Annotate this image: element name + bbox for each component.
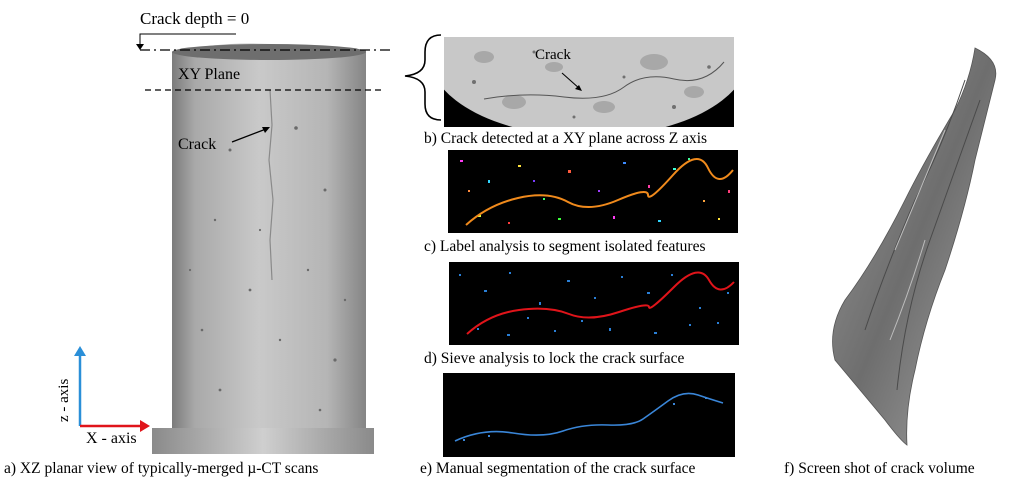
caption-b: b) Crack detected at a XY plane across Z… xyxy=(424,130,708,147)
xy-slice-graphic xyxy=(444,37,734,127)
cylinder-view xyxy=(120,30,400,458)
caption-d: d) Sieve analysis to lock the crack surf… xyxy=(424,350,685,367)
z-axis-arrowhead xyxy=(74,346,86,356)
manual-crack-path xyxy=(454,392,724,442)
sieve-analysis-graphic xyxy=(459,271,735,336)
crack-volume-view xyxy=(805,40,1020,450)
xy-slice-panel xyxy=(444,37,734,127)
crack-arrow-a xyxy=(231,128,267,143)
manual-segmentation-panel xyxy=(443,373,735,457)
crack-label-a: Crack xyxy=(178,136,217,153)
label-analysis-panel xyxy=(448,150,738,233)
cylinder-graphic xyxy=(152,43,374,454)
sieve-analysis-panel xyxy=(449,262,739,345)
crack-label-b: Crack xyxy=(535,47,571,63)
x-axis-arrowhead xyxy=(140,420,150,432)
caption-c: c) Label analysis to segment isolated fe… xyxy=(424,238,706,255)
x-axis-label: X - axis xyxy=(86,430,137,447)
crack-volume-graphic xyxy=(832,47,997,446)
caption-e: e) Manual segmentation of the crack surf… xyxy=(420,460,696,477)
sieve-crack-path xyxy=(466,271,735,335)
crack-depth-label: Crack depth = 0 xyxy=(140,9,250,28)
crack-depth-arrow xyxy=(139,33,236,46)
z-axis-label: z - axis xyxy=(56,378,72,422)
xy-plane-label: XY Plane xyxy=(178,66,241,83)
caption-a: a) XZ planar view of typically-merged µ-… xyxy=(4,460,319,477)
label-crack-path xyxy=(465,158,734,226)
caption-f: f) Screen shot of crack volume xyxy=(784,460,975,477)
brace xyxy=(404,34,442,121)
manual-segmentation-graphic xyxy=(454,392,724,442)
label-analysis-graphic xyxy=(460,158,734,226)
